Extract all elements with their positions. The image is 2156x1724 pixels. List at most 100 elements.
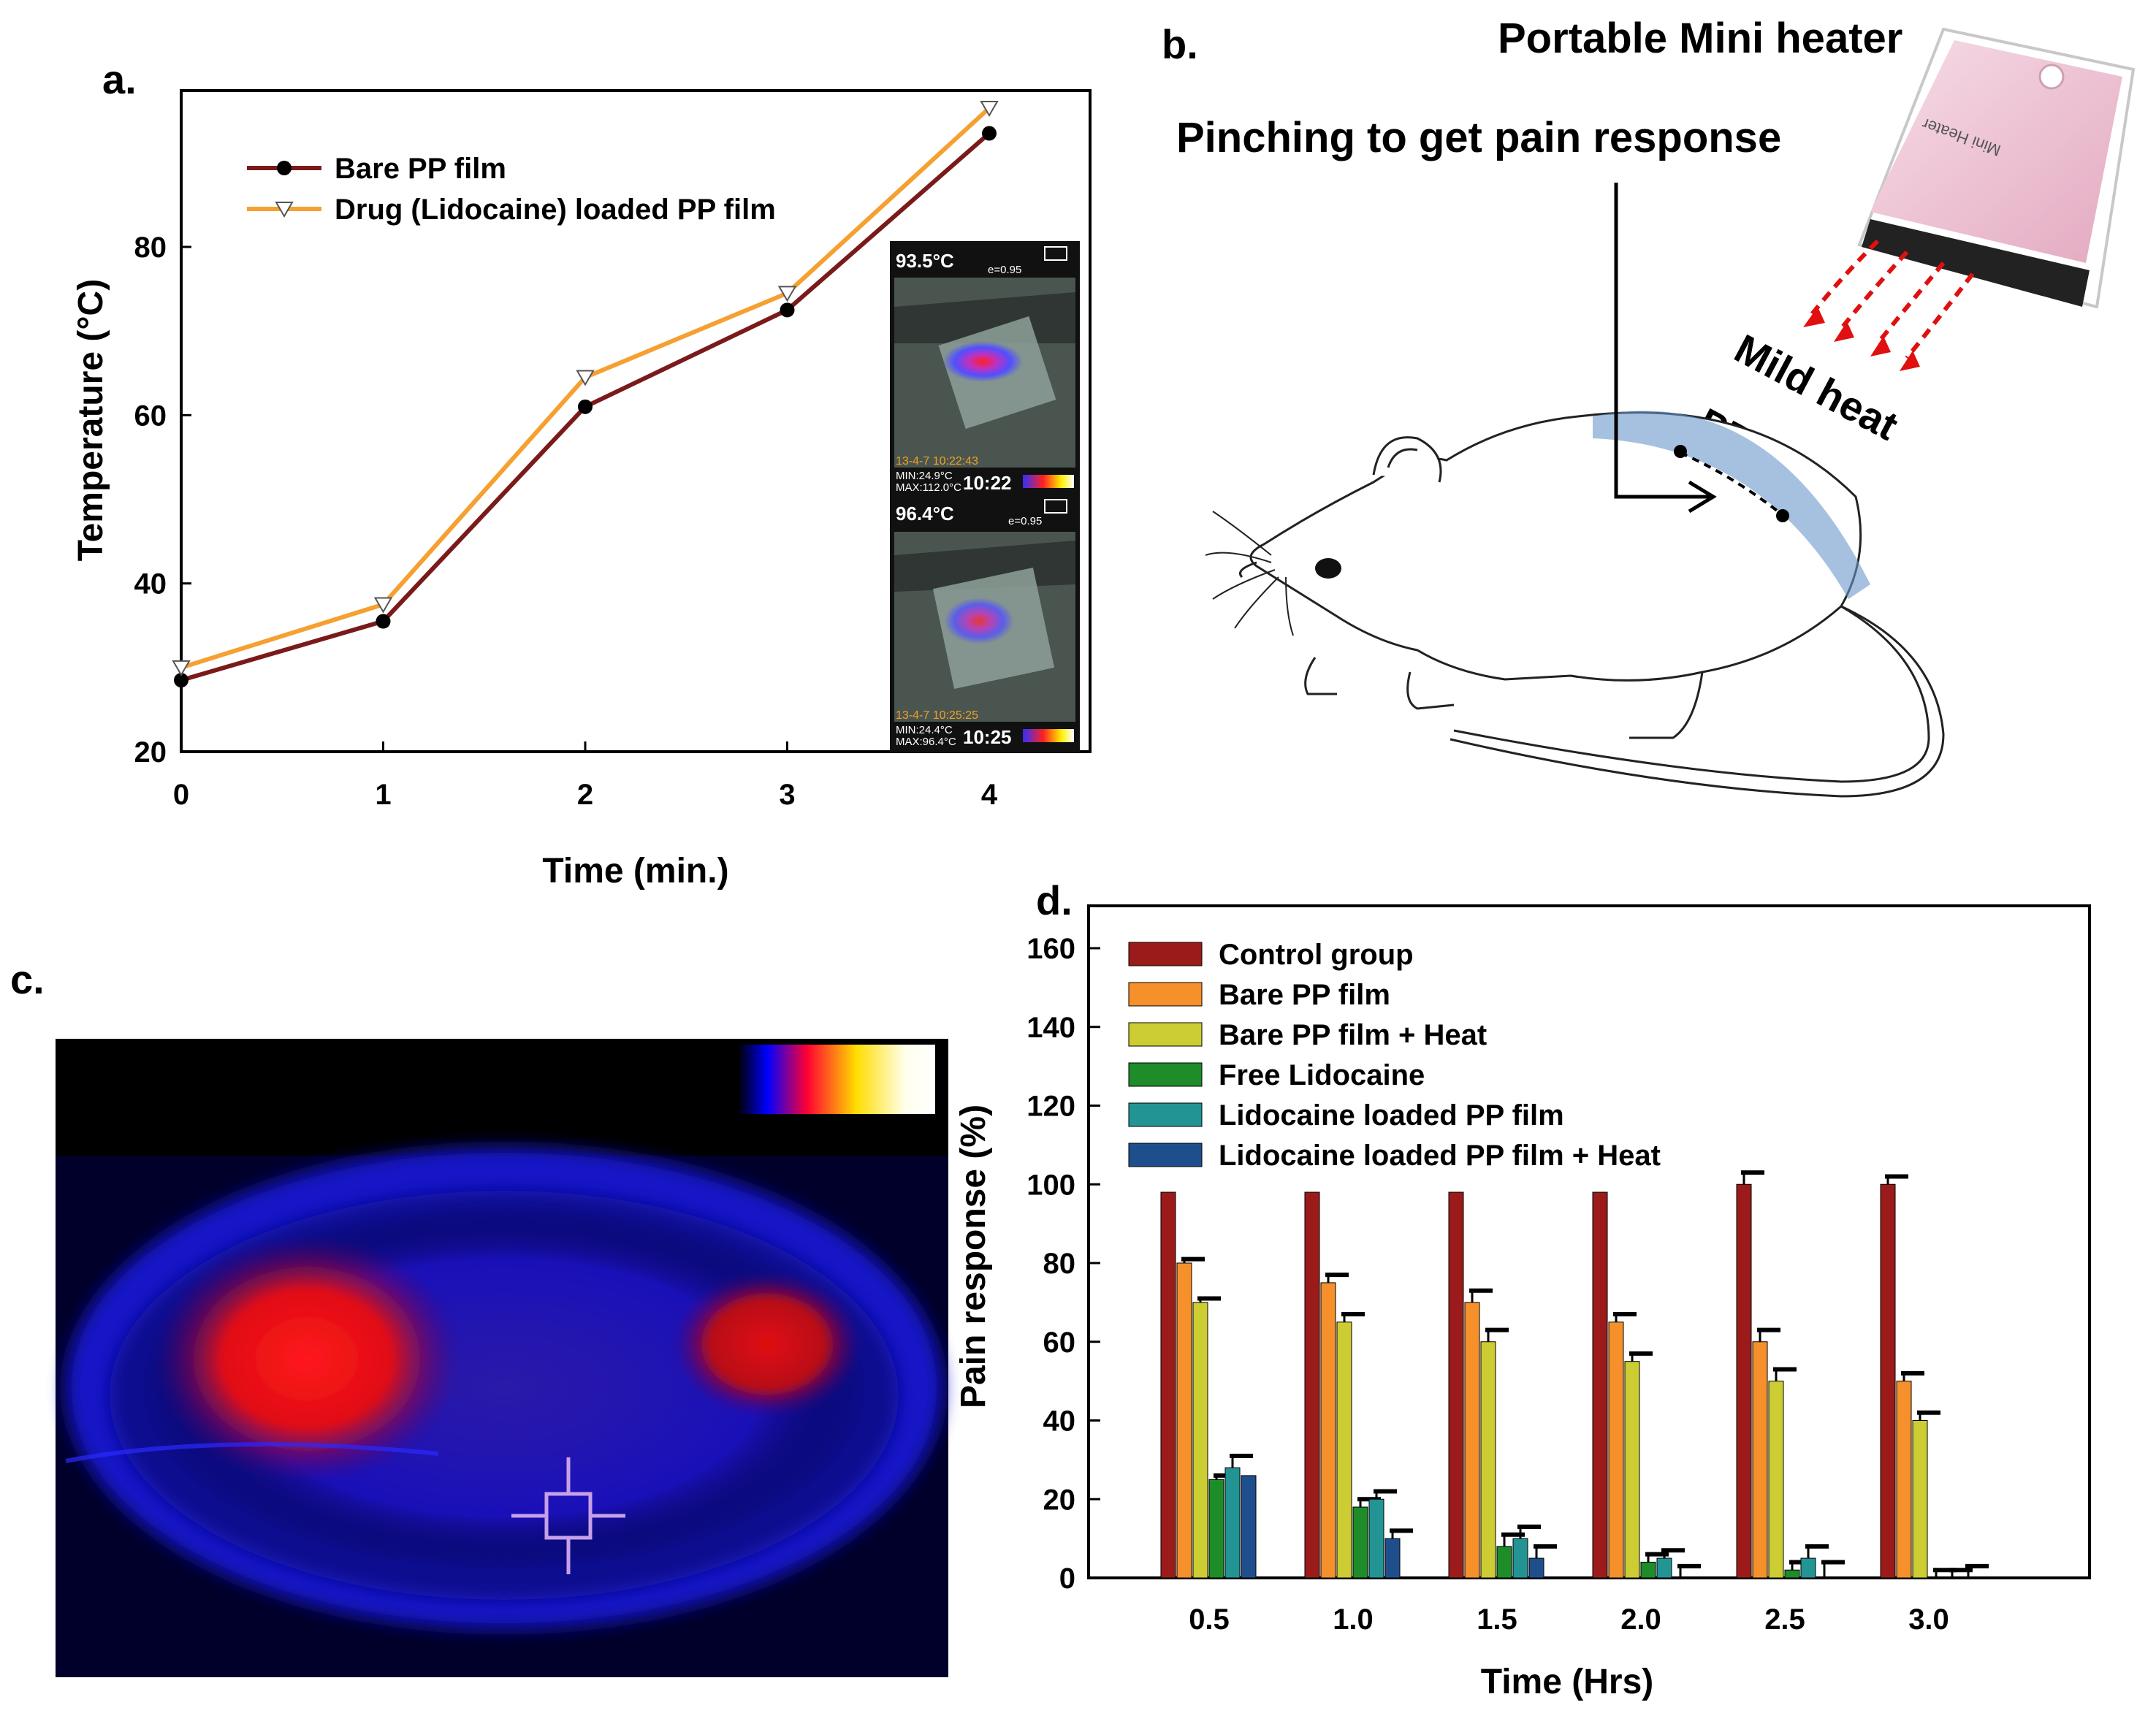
inset-bottom-emissivity: e=0.95 <box>1008 515 1042 527</box>
heater-top <box>1870 40 2122 263</box>
chart-a-xlabel: Time (min.) <box>542 852 728 890</box>
panel-b-label: b. <box>1162 21 1198 67</box>
crosshair-icon <box>511 1457 625 1574</box>
panel-c-label: c. <box>10 956 45 1002</box>
chart-d-bar <box>1656 1557 1672 1579</box>
chart-d-ytick-label: 20 <box>1043 1484 1076 1516</box>
chart-d-frame <box>1087 904 2091 1579</box>
chart-a-point <box>576 370 595 386</box>
chart-a-point <box>578 399 593 414</box>
mouse-body <box>1249 411 1862 682</box>
chart-d-bar <box>1464 1302 1480 1579</box>
chart-d-bar <box>1512 1538 1528 1579</box>
mini-heater-illustration: Mini Heater <box>1803 27 2136 371</box>
inset-bottom-temp: 96.4°C <box>896 503 954 525</box>
chart-d-ytick-label: 120 <box>1026 1091 1075 1123</box>
pinch-point-end <box>1776 509 1789 522</box>
inset-bottom-date: 13-4-7 10:25:25 <box>896 709 978 722</box>
chart-a-ytick-label: 60 <box>134 400 167 432</box>
chart-d-bar <box>1224 1467 1241 1579</box>
chart-d-bar <box>1608 1321 1624 1579</box>
hotspot-small <box>672 1271 862 1417</box>
chart-d-xtick-label: 1.0 <box>1333 1603 1374 1636</box>
chart-d-xtick-label: 3.0 <box>1908 1603 1949 1636</box>
chart-d-xtick-label: 0.5 <box>1189 1603 1230 1636</box>
chart-a-ylabel: Temperature (°C) <box>72 279 110 561</box>
mouse-hind-paw <box>1629 671 1704 739</box>
panel-a-label: a. <box>102 56 137 102</box>
mouse-ear-inner <box>1387 448 1418 468</box>
chart-d-legend-label: Control group <box>1219 939 1414 971</box>
chart-a-legend-label: Bare PP film <box>335 153 506 185</box>
chart-a-point <box>980 100 999 117</box>
chart-a-xtick-label: 4 <box>981 779 998 811</box>
chart-d-bar <box>1752 1341 1768 1579</box>
chart-d-bar <box>1368 1498 1384 1579</box>
chart-a-legend-marker <box>277 161 292 175</box>
chart-a-ytick-label: 20 <box>134 736 167 768</box>
inset-bottom-time: 10:25 <box>963 726 1012 748</box>
mouse-front-paw <box>1304 657 1337 695</box>
chart-a-xtick-label: 3 <box>779 779 795 811</box>
mouse-illustration <box>1205 411 1945 798</box>
inset-bottom-colorscale <box>1023 729 1074 742</box>
inset-top-min: MIN:24.9°C <box>896 470 953 482</box>
panel-a: a. 0 1 2 3 4 20 40 60 80 Time (min.) Temperature… <box>72 56 1092 890</box>
chart-a-legend-marker <box>275 202 294 218</box>
chart-d-bar <box>1192 1302 1208 1579</box>
mouse-whiskers <box>1205 511 1294 636</box>
heat-waves <box>1810 239 1975 359</box>
chart-d-bar <box>1880 1183 1896 1579</box>
chart-d-legend-swatch <box>1128 942 1203 966</box>
chart-d-bar <box>1768 1381 1784 1579</box>
chart-d-bar <box>1241 1475 1257 1579</box>
inset-bottom-min: MIN:24.4°C <box>896 724 953 736</box>
battery-icon <box>1044 499 1067 514</box>
chart-d-ytick-label: 140 <box>1026 1012 1075 1044</box>
chart-d-bar <box>1736 1183 1752 1579</box>
pp-film-patch <box>1593 411 1870 599</box>
chart-d-bar <box>1336 1321 1352 1579</box>
panel-c: c. <box>10 956 948 1677</box>
chart-d-bar <box>1160 1191 1176 1579</box>
chart-a-point <box>172 660 191 676</box>
chart-a-ytick-label: 40 <box>134 568 167 600</box>
mouse-front-paw-2 <box>1406 671 1455 710</box>
chart-d-legend-swatch <box>1128 1062 1203 1087</box>
chart-d-legend: Control group Bare PP film Bare PP film + … <box>1128 939 1661 1172</box>
chart-d-bar <box>1480 1341 1496 1579</box>
chart-a-legend: Bare PP film Drug (Lidocaine) loaded PP f… <box>247 153 776 226</box>
chart-a-xtick-label: 0 <box>173 779 189 811</box>
pinch-dashed-line <box>1680 451 1784 516</box>
chart-d-axes: 0 20 40 60 80 100 120 140 160 0.5 1.0 1.5 2.0 2.5 3.0 <box>1026 933 1949 1636</box>
chart-d-ytick-label: 0 <box>1059 1563 1075 1595</box>
chart-a-frame <box>180 89 1092 753</box>
chart-d-legend-label: Free Lidocaine <box>1219 1059 1425 1091</box>
battery-icon <box>1044 246 1067 261</box>
inset-top-time: 10:22 <box>963 472 1012 494</box>
chart-d-series <box>1160 1170 1989 1579</box>
chart-d-xtick-label: 1.5 <box>1477 1603 1517 1636</box>
chart-d-bar <box>1592 1191 1608 1579</box>
chart-a-xtick-label: 1 <box>375 779 391 811</box>
chart-d-bar <box>1800 1557 1816 1579</box>
inset-bottom-max: MAX:96.4°C <box>896 736 956 748</box>
chart-d-legend-swatch <box>1128 1022 1203 1047</box>
chart-d-bar <box>1624 1361 1640 1579</box>
chart-d-bar <box>1896 1381 1912 1579</box>
chart-d-legend-label: Bare PP film <box>1219 979 1390 1011</box>
heater-vent <box>1862 219 2090 307</box>
chart-d-bar <box>1640 1561 1656 1579</box>
pinch-point-start <box>1674 445 1687 458</box>
inset-top-date: 13-4-7 10:22:43 <box>896 455 978 468</box>
chart-d-xtick-label: 2.0 <box>1620 1603 1661 1636</box>
chart-a-point <box>780 302 795 318</box>
chart-d-bar <box>1208 1479 1224 1579</box>
inset-top-colorscale <box>1023 475 1074 488</box>
chart-d-legend-label: Lidocaine loaded PP film <box>1219 1099 1564 1132</box>
inset-top-hotspot <box>942 341 1023 382</box>
inset-top-temp: 93.5°C <box>896 250 954 272</box>
power-button-icon <box>2038 64 2065 90</box>
chart-d-bar <box>1528 1557 1544 1579</box>
